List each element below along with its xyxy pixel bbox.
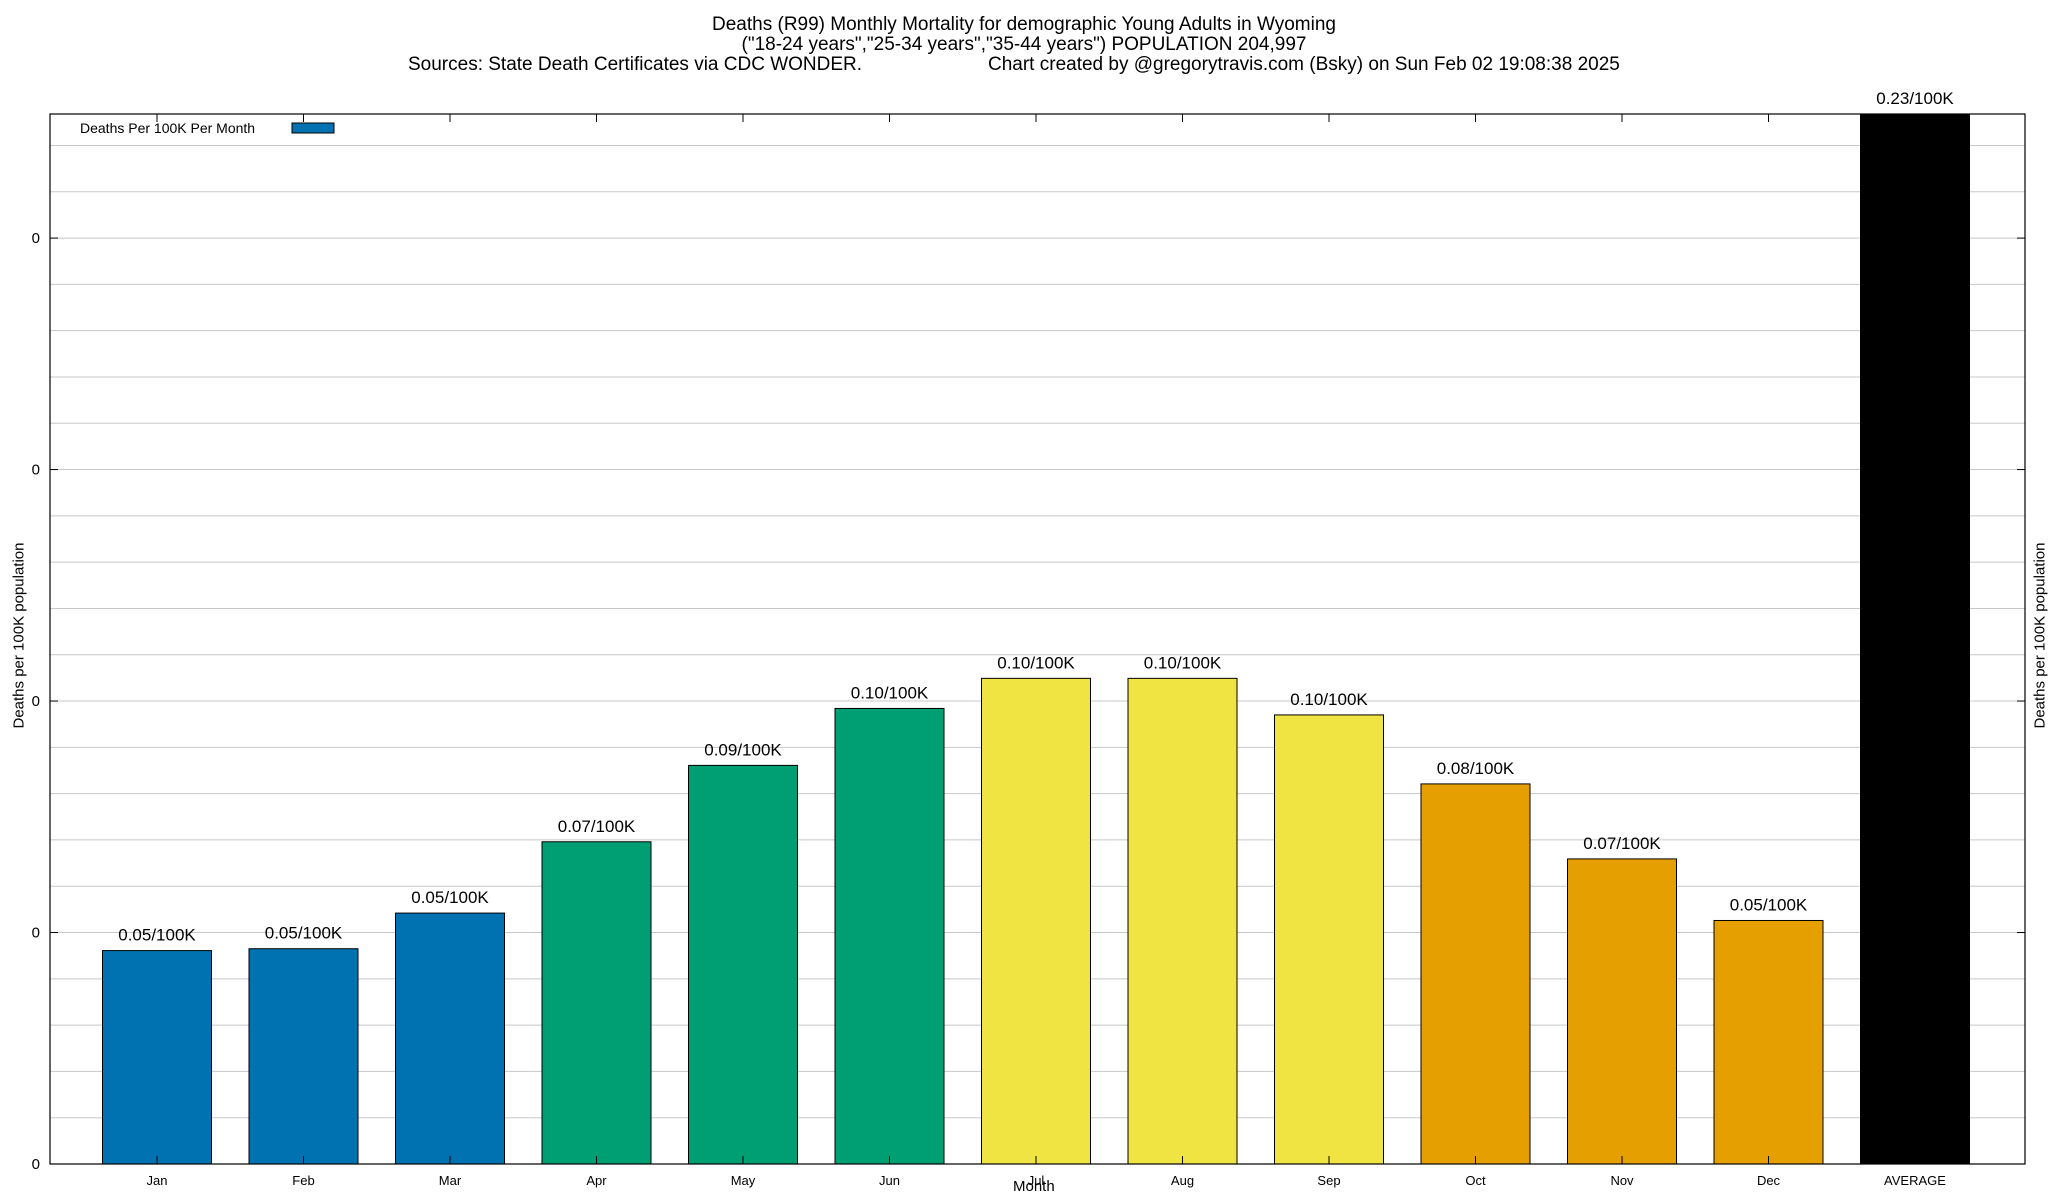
y-tick-label: 0 [32, 693, 40, 710]
x-tick-label-apr: Apr [586, 1173, 607, 1188]
bar-jan [102, 950, 212, 1165]
bar-apr [541, 841, 652, 1165]
x-tick-labels: Jan Feb Mar Apr May Jun Jul Aug Sep Oct Nov Dec AVER… [147, 114, 1946, 1188]
bar-may [688, 764, 798, 1165]
value-label-dec: 0.05/100K [1730, 895, 1808, 914]
bar-mar [395, 912, 505, 1165]
value-label-jan: 0.05/100K [118, 926, 196, 945]
x-axis-label: Month [1013, 1178, 1055, 1195]
x-tick-label-sep: Sep [1317, 1173, 1340, 1188]
value-label-apr: 0.07/100K [558, 817, 636, 836]
bar-jun [834, 707, 945, 1165]
bar-oct [1420, 783, 1531, 1165]
bar-sep [1274, 714, 1384, 1165]
legend [291, 122, 335, 134]
y-tick-label: 0 [32, 925, 40, 942]
bar-aug [1127, 677, 1238, 1165]
bar-value-labels: 0.05/100K 0.05/100K 0.05/100K 0.07/100K 0.09… [118, 89, 1954, 945]
value-label-average: 0.23/100K [1876, 89, 1954, 108]
x-tick-label-aug: Aug [1171, 1173, 1194, 1188]
value-label-may: 0.09/100K [704, 740, 782, 759]
value-label-oct: 0.08/100K [1437, 759, 1515, 778]
x-tick-label-mar: Mar [439, 1173, 462, 1188]
y-axis-label-left: Deaths per 100K population [10, 542, 28, 729]
chart-title: Deaths (R99) Monthly Mortality for demog… [712, 14, 1336, 35]
x-tick-label-average: AVERAGE [1884, 1173, 1946, 1188]
value-label-jun: 0.10/100K [851, 683, 929, 702]
bar-nov [1567, 858, 1677, 1165]
x-tick-label-jul: Jul [1028, 1173, 1045, 1188]
y-tick-label: 0 [32, 230, 40, 247]
bar-jul [981, 677, 1091, 1165]
legend-label: Deaths Per 100K Per Month [80, 120, 256, 136]
x-tick-label-may: May [731, 1173, 756, 1188]
y-tick-label: 0 [32, 462, 40, 479]
value-label-jul: 0.10/100K [997, 653, 1075, 672]
y-tick-label: 0 [32, 1156, 40, 1173]
chart-sources: Sources: State Death Certificates via CD… [408, 54, 863, 75]
chart-subtitle: ("18-24 years","25-34 years","35-44 year… [741, 34, 1307, 55]
value-label-nov: 0.07/100K [1583, 834, 1661, 853]
value-label-mar: 0.05/100K [411, 888, 489, 907]
value-label-sep: 0.10/100K [1290, 690, 1368, 709]
x-tick-label-jun: Jun [879, 1173, 900, 1188]
x-tick-label-jan: Jan [147, 1173, 168, 1188]
bars [102, 113, 1970, 1165]
plot-frame [49, 113, 2026, 1165]
y-axis-label-right: Deaths per 100K population [2031, 542, 2048, 729]
value-label-feb: 0.05/100K [265, 924, 343, 943]
x-tick-label-nov: Nov [1610, 1173, 1634, 1188]
bar-average [1860, 113, 1970, 1165]
x-tick-label-feb: Feb [292, 1173, 314, 1188]
value-label-aug: 0.10/100K [1144, 653, 1222, 672]
bar-feb [248, 948, 359, 1165]
bar-dec [1713, 919, 1824, 1165]
chart-credit: Chart created by @gregorytravis.com (Bsk… [988, 54, 1620, 75]
x-tick-label-oct: Oct [1465, 1173, 1486, 1188]
x-tick-label-dec: Dec [1757, 1173, 1781, 1188]
legend-swatch [291, 122, 335, 134]
